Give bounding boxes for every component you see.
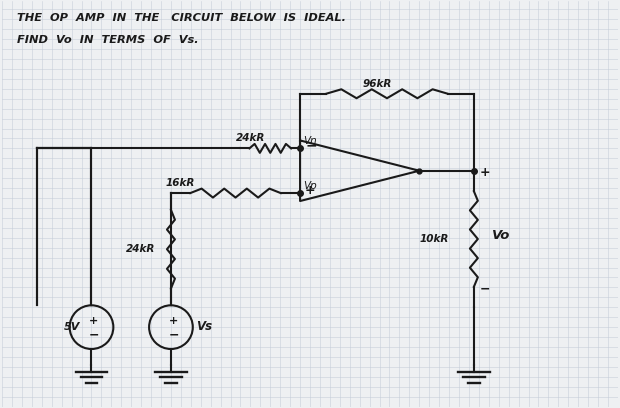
Text: 5V: 5V <box>64 322 80 332</box>
Text: Vo: Vo <box>492 229 510 242</box>
Text: +: + <box>480 166 490 179</box>
Text: +: + <box>305 184 316 197</box>
Text: −: − <box>305 139 317 153</box>
Text: Vn: Vn <box>303 136 317 146</box>
Text: 24kR: 24kR <box>126 244 156 254</box>
Text: 10kR: 10kR <box>419 234 449 244</box>
Text: Vs: Vs <box>196 320 212 333</box>
Text: −: − <box>480 282 490 295</box>
Text: 24kR: 24kR <box>236 133 265 144</box>
Text: Vp: Vp <box>303 181 317 191</box>
Text: −: − <box>89 328 100 341</box>
Text: +: + <box>169 316 178 326</box>
Text: FIND  Vo  IN  TERMS  OF  Vs.: FIND Vo IN TERMS OF Vs. <box>17 35 198 45</box>
Text: −: − <box>169 328 179 341</box>
Text: +: + <box>89 316 98 326</box>
Text: THE  OP  AMP  IN  THE   CIRCUIT  BELOW  IS  IDEAL.: THE OP AMP IN THE CIRCUIT BELOW IS IDEAL… <box>17 13 346 23</box>
Text: 16kR: 16kR <box>166 178 195 188</box>
Text: 96kR: 96kR <box>362 79 391 89</box>
